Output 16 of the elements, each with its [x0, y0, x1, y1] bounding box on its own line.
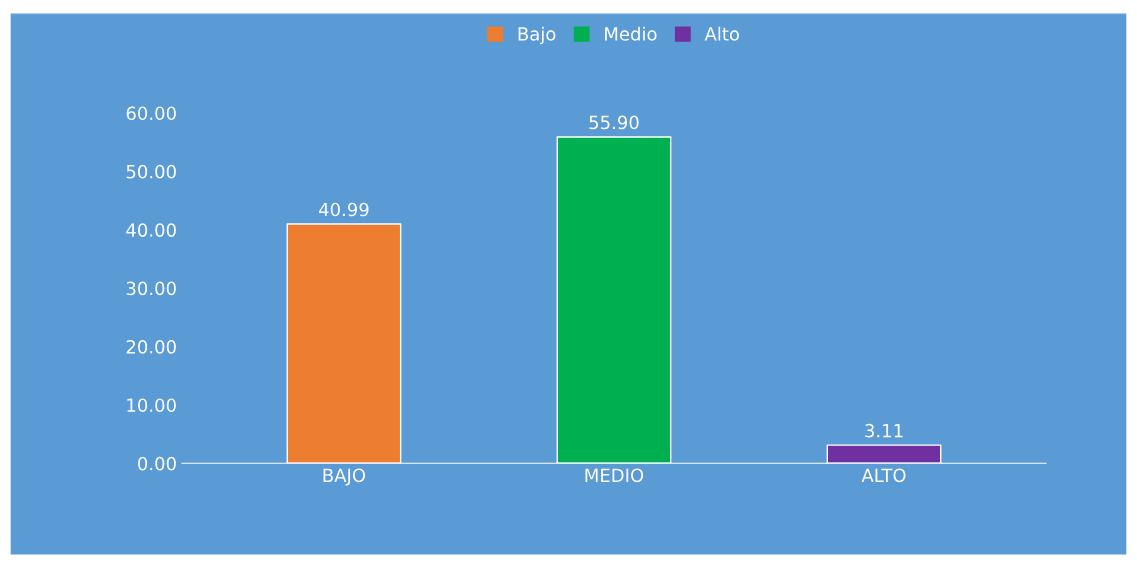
- y-tick-label: 20.00: [126, 339, 176, 354]
- y-tick-label: 10.00: [127, 398, 176, 413]
- y-tick-label: 60.00: [126, 106, 176, 121]
- legend-label: Bajo: [518, 26, 556, 45]
- data-label: 40.99: [318, 202, 369, 217]
- legend-label: Medio: [605, 26, 657, 41]
- x-tick-label: BAJO: [323, 468, 366, 486]
- data-label: 55.90: [589, 115, 639, 130]
- data-label: 3.11: [865, 423, 903, 438]
- y-tick-label: 50.00: [126, 164, 176, 179]
- x-tick-label: MEDIO: [585, 468, 644, 483]
- legend-label: Alto: [704, 26, 739, 41]
- y-tick-label: 40.00: [126, 223, 176, 237]
- y-tick-label: 0.00: [138, 456, 176, 471]
- x-tick-label: ALTO: [861, 468, 906, 483]
- y-tick-label: 30.00: [126, 281, 176, 296]
